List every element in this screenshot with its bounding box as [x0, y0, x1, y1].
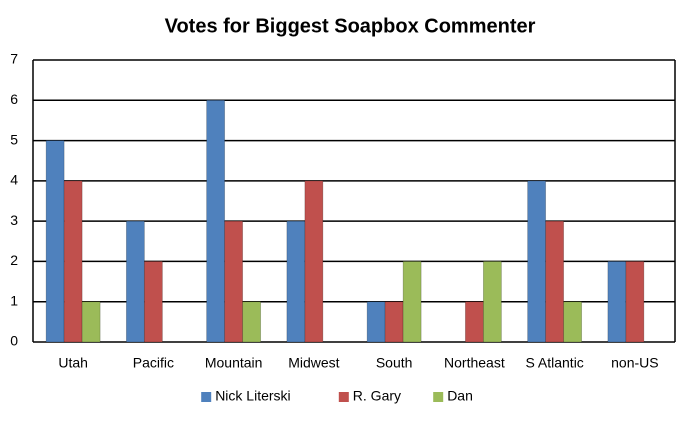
x-tick-label: Northeast — [444, 355, 505, 371]
x-tick-label: S Atlantic — [525, 355, 583, 371]
bar — [625, 261, 645, 343]
legend-label: Nick Literski — [215, 388, 290, 404]
bar — [286, 220, 306, 343]
x-tick-label: Pacific — [133, 355, 174, 371]
bar — [143, 261, 163, 343]
bar — [366, 301, 386, 343]
legend-swatch — [338, 392, 349, 402]
y-tick-label: 3 — [10, 212, 18, 228]
y-tick-label: 4 — [10, 172, 18, 188]
bar — [81, 301, 101, 343]
bar — [242, 301, 262, 343]
bar — [206, 99, 226, 343]
bar — [545, 220, 565, 343]
legend-label: Dan — [447, 388, 473, 404]
x-tick-label: Utah — [58, 355, 88, 371]
bar — [45, 140, 65, 343]
y-tick-label: 1 — [10, 292, 18, 308]
x-tick-label: South — [376, 355, 413, 371]
y-tick-label: 2 — [10, 252, 18, 268]
legend-swatch — [433, 392, 444, 402]
bar — [563, 301, 583, 343]
bar — [607, 261, 627, 343]
y-tick-label: 5 — [10, 131, 18, 147]
bar — [527, 180, 547, 343]
bar — [224, 220, 244, 343]
bar — [464, 301, 484, 343]
bar — [384, 301, 404, 343]
y-tick-label: 7 — [10, 51, 18, 67]
bar — [304, 180, 324, 343]
x-tick-label: Midwest — [288, 355, 339, 371]
legend-label: R. Gary — [353, 388, 401, 404]
x-tick-label: Mountain — [205, 355, 263, 371]
bar — [125, 220, 145, 343]
bar — [482, 261, 502, 343]
legend-swatch — [201, 392, 212, 402]
x-tick-label: non-US — [611, 355, 658, 371]
y-tick-label: 0 — [10, 333, 18, 349]
y-tick-label: 6 — [10, 91, 18, 107]
bar — [63, 180, 83, 343]
chart-title: Votes for Biggest Soapbox Commenter — [165, 15, 536, 37]
bar — [402, 261, 422, 343]
